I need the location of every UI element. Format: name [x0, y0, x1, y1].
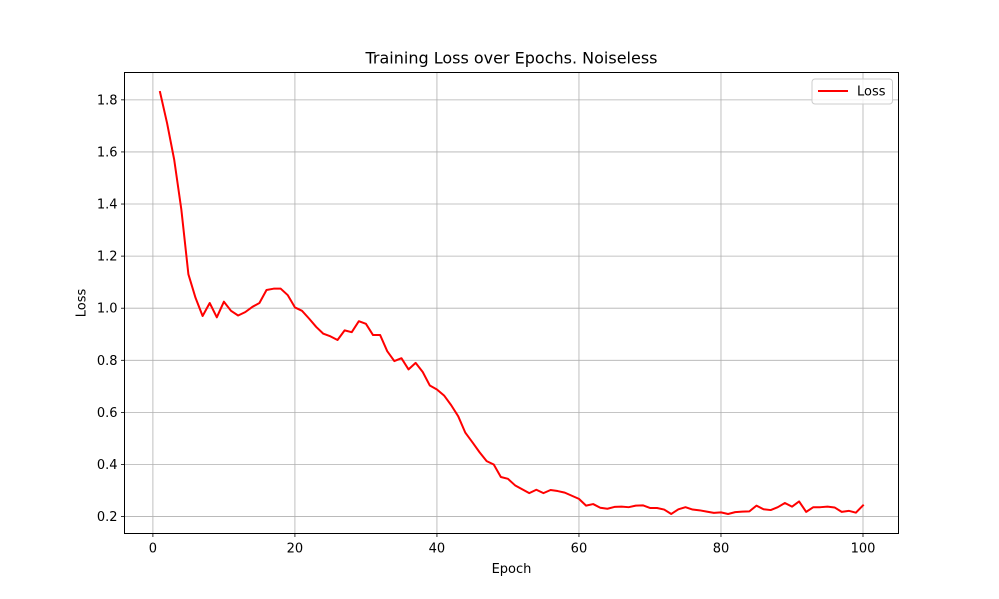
y-tick-label: 0.2: [97, 510, 118, 525]
x-axis-label: Epoch: [492, 562, 532, 577]
y-tick-label: 1.2: [97, 250, 118, 265]
legend-box: [811, 78, 893, 105]
x-tick-label: 20: [287, 542, 304, 557]
x-tick-label: 100: [851, 542, 876, 557]
plot-area-frame: [124, 72, 899, 534]
y-tick-label: 0.6: [97, 406, 118, 421]
y-tick-label: 1.0: [97, 302, 118, 317]
x-tick-label: 80: [713, 542, 730, 557]
y-axis: 0.2 0.4 0.6 0.8 1.0 1.2 1.4 1.6 1.8: [97, 93, 125, 525]
x-tick-label: 40: [429, 542, 446, 557]
y-tick-label: 0.8: [97, 354, 118, 369]
y-tick-label: 1.4: [97, 198, 118, 213]
y-tick-label: 0.4: [97, 458, 118, 473]
legend: Loss: [811, 78, 893, 105]
chart-title: Training Loss over Epochs. Noiseless: [364, 49, 657, 68]
series-lines: [158, 90, 865, 515]
grid-lines: [124, 72, 899, 534]
y-tick-label: 1.6: [97, 145, 118, 160]
y-tick-label: 1.8: [97, 93, 118, 108]
legend-label-loss: Loss: [857, 85, 886, 100]
series-line-loss: [158, 90, 865, 515]
x-tick-label: 60: [571, 542, 588, 557]
x-tick-label: 0: [149, 542, 157, 557]
x-axis: 0 20 40 60 80 100: [149, 533, 876, 557]
y-axis-label: Loss: [75, 289, 90, 318]
